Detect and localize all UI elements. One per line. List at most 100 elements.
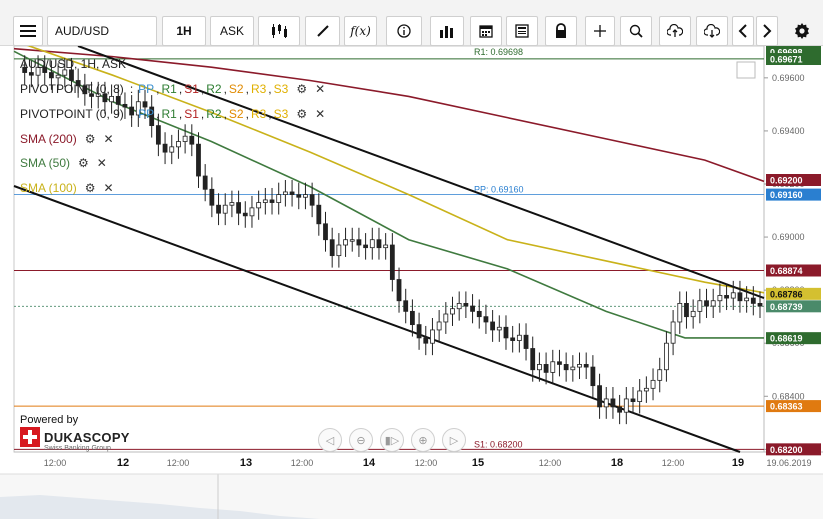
upload-button[interactable] [659,16,691,46]
pivot-legend-2[interactable]: PIVOTPOINT (0, 9) : PP, R1, S1, R2, S2, … [20,107,326,121]
side-select[interactable]: ASK [210,16,254,46]
price-tag-label: 0.68619 [770,334,803,344]
reset-button[interactable]: ▮▷ [380,428,404,452]
candle-body [82,85,88,95]
candle-body [209,188,215,206]
chart-area[interactable]: R1: 0.69698 PP: 0.69160 S1: 0.68200 0.69600… [0,46,823,519]
candle-body [577,364,582,368]
price-tag-label: 0.69698 [770,47,803,57]
candle-body [196,143,201,177]
pivot-level-pp: PP [138,82,155,96]
candle-body [303,194,308,198]
close-icon[interactable]: ✕ [103,181,114,195]
price-tag [766,287,821,300]
pivot-level-r3: R3 [250,82,267,96]
candle-body [650,379,656,389]
close-icon[interactable]: ✕ [96,156,107,170]
pivot-level-s1: S1 [184,107,199,121]
bars-button[interactable] [430,16,464,46]
candle-body [269,199,275,203]
indicators-button[interactable]: f(x) [344,16,377,46]
candle-body [470,305,475,312]
candle-body [216,204,221,214]
candle-body [356,239,362,246]
menu-button[interactable] [13,16,43,46]
gear-icon[interactable]: ⚙ [78,156,89,170]
candle-body [630,398,636,402]
download-button[interactable] [696,16,728,46]
time-label: 12:00 [539,458,562,468]
candle-body [450,308,455,315]
pivot-legend-1[interactable]: PIVOTPOINT (0, 8) : PP, R1, S1, R2, S2, … [20,82,326,96]
sma-200-legend[interactable]: SMA (200) ⚙ ✕ [20,132,114,146]
time-label: 12:00 [44,458,67,468]
candle-body [236,202,241,214]
sma-line [26,46,765,294]
price-tag [766,264,821,277]
candle-body [744,297,750,302]
candle-body [570,366,576,371]
candle-body [229,202,235,206]
scroll-left-button[interactable] [732,16,754,46]
pan-right-button[interactable]: ▷ [442,428,466,452]
candle-body [436,321,442,331]
sma-50-label: SMA (50) [20,156,71,170]
draw-button[interactable] [305,16,340,46]
gear-icon[interactable]: ⚙ [296,107,308,121]
scroll-right-button[interactable] [756,16,778,46]
s1-label: S1: 0.68200 [474,439,523,449]
sma-50-legend[interactable]: SMA (50) ⚙ ✕ [20,156,107,170]
price-tag [766,188,821,201]
close-icon[interactable]: ✕ [315,82,326,96]
price-chart[interactable]: R1: 0.69698 PP: 0.69160 S1: 0.68200 0.69600… [0,46,823,519]
crosshair-button[interactable] [585,16,615,46]
sma-line [13,50,764,339]
close-icon[interactable]: ✕ [103,132,114,146]
news-button[interactable] [506,16,538,46]
settings-button[interactable] [788,16,816,46]
side-label: ASK [219,24,244,38]
triangle-left-icon: ◁ [325,434,335,447]
pivot-level-s2: S2 [228,82,244,96]
candle-body [496,326,502,331]
pivot-level-r2: R2 [206,82,222,96]
sma-100-legend[interactable]: SMA (100) ⚙ ✕ [20,181,114,195]
price-tag-label: 0.69671 [770,55,803,65]
triangle-right-icon: ▷ [449,434,459,447]
lock-button[interactable] [545,16,577,46]
info-button[interactable] [386,16,422,46]
bars-icon [440,26,453,38]
candle-body [523,334,529,349]
candle-body [409,310,415,326]
zoom-in-button[interactable]: ⊕ [411,428,435,452]
zoom-out-button[interactable]: ⊖ [349,428,373,452]
chart-navigation: ◁ ⊖ ▮▷ ⊕ ▷ [318,428,466,452]
zoom-button[interactable] [620,16,652,46]
candle-body [349,239,355,242]
candle-body [383,244,389,249]
candle-body [423,337,429,344]
gear-icon[interactable]: ⚙ [296,82,308,96]
candle-body [657,369,663,381]
gear-icon[interactable]: ⚙ [84,181,96,195]
close-icon[interactable]: ✕ [315,107,326,121]
candle-body [89,93,94,97]
period-label: 1H [176,24,192,38]
gear-icon [795,23,809,39]
swiss-cross-icon [20,427,40,447]
price-tag [766,46,821,58]
gear-icon[interactable]: ⚙ [84,132,96,146]
upload-icon [667,24,683,37]
pivot-level-r1: R1 [161,107,177,121]
period-select[interactable]: 1H [162,16,206,46]
instrument-select[interactable]: AUD/USD [47,16,157,46]
candle-body [684,302,689,318]
candle-body [62,69,68,76]
pivot-level-r3: R3 [250,107,267,121]
calendar-button[interactable] [470,16,502,46]
pan-left-button[interactable]: ◁ [318,428,342,452]
candle-body [610,398,616,408]
time-label: 13 [240,457,252,469]
candle-body [122,103,128,108]
chart-type-button[interactable] [258,16,300,46]
